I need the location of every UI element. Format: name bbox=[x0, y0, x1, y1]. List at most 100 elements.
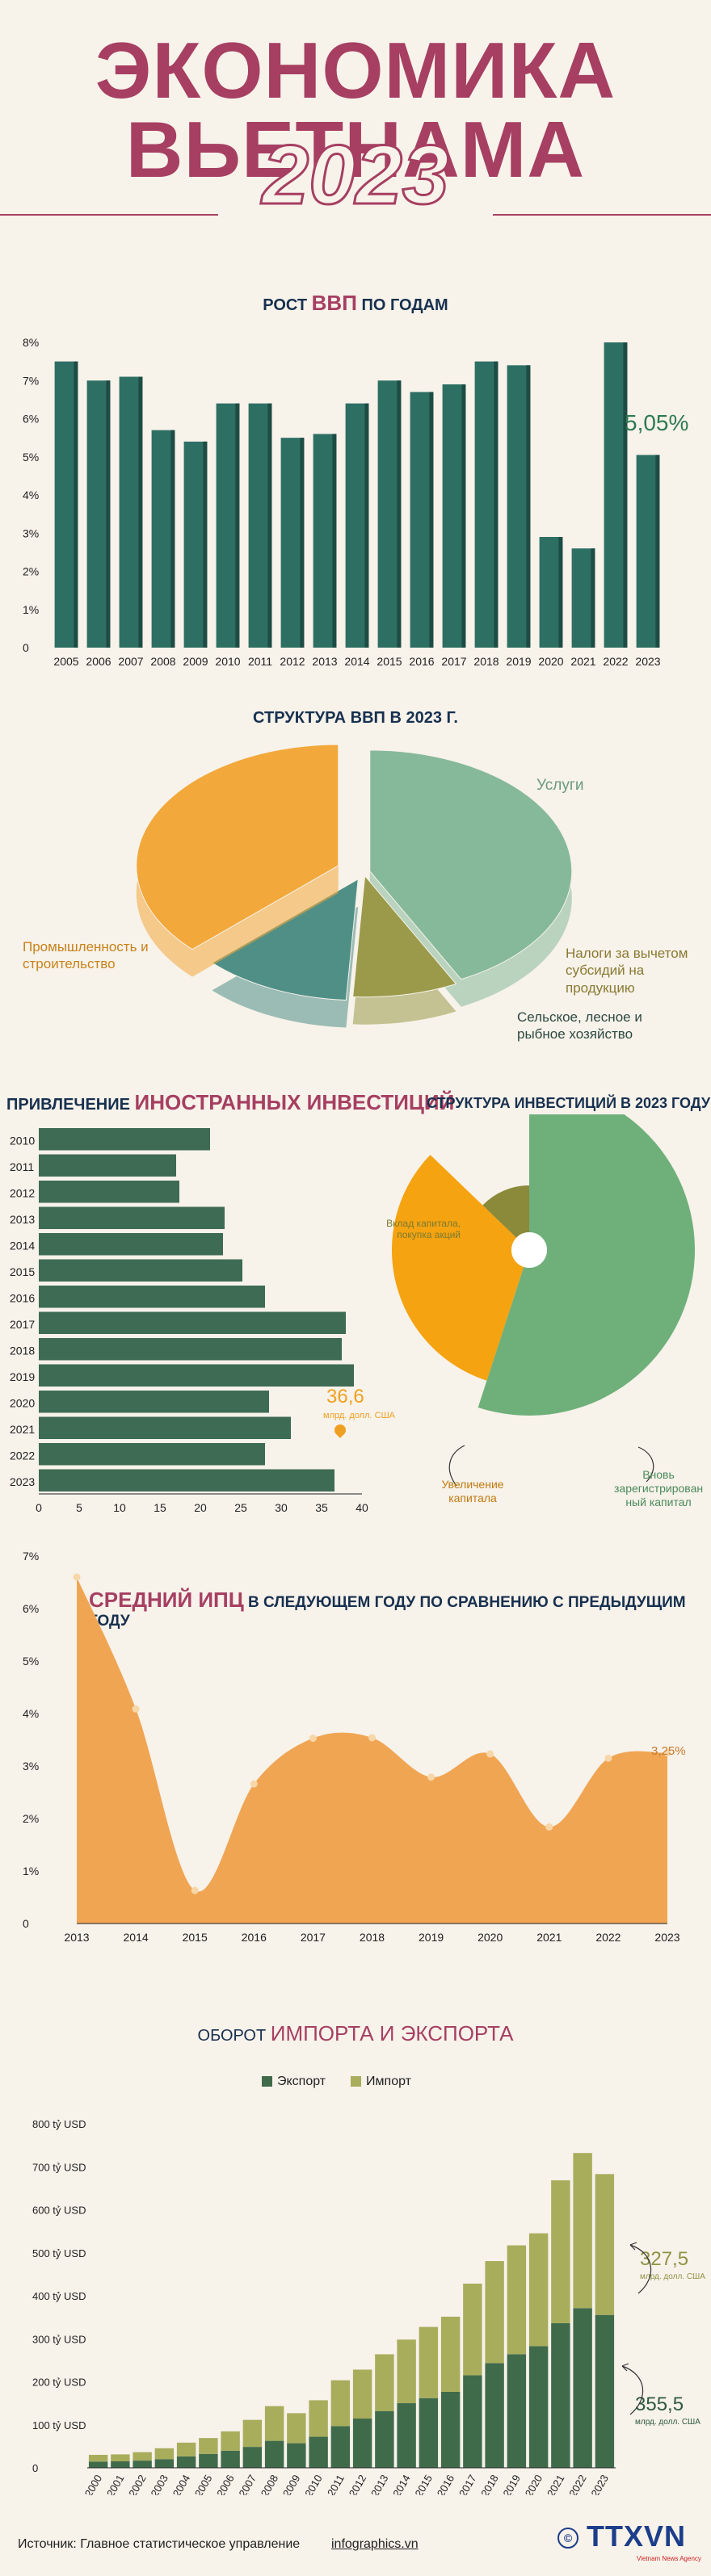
fdi-bar bbox=[39, 1338, 342, 1361]
header-divider-right bbox=[493, 214, 711, 216]
fdi-unit: млрд. долл. США bbox=[323, 1411, 395, 1420]
y-tick-label: 4% bbox=[23, 489, 39, 501]
trade-chart: 0 100 tỷ USD 200 tỷ USD 300 tỷ USD 400 tỷ US… bbox=[32, 2118, 616, 2495]
y-tick-label: 0 bbox=[23, 1917, 29, 1930]
y-tick-label: 6% bbox=[23, 1602, 39, 1615]
export-bar bbox=[221, 2450, 240, 2468]
gdp-bar-side bbox=[267, 403, 272, 648]
y-tick-label: 7% bbox=[23, 374, 39, 387]
donut-slice bbox=[478, 1114, 695, 1416]
cpi-point bbox=[132, 1705, 140, 1713]
x-tick-label: 2014 bbox=[390, 2473, 412, 2495]
import-bar bbox=[595, 2174, 615, 2315]
fdi-bar bbox=[39, 1259, 242, 1282]
y-tick-label: 2013 bbox=[10, 1213, 35, 1226]
x-tick-label: 2020 bbox=[538, 655, 563, 668]
gdp-bar-side bbox=[397, 380, 402, 648]
export-bar bbox=[485, 2363, 504, 2468]
x-tick-label: 2019 bbox=[506, 655, 531, 668]
export-bar bbox=[133, 2461, 152, 2468]
pie-slice bbox=[211, 878, 359, 1001]
y-tick-label: 2021 bbox=[10, 1423, 35, 1436]
fdi-bar bbox=[39, 1233, 223, 1256]
cpi-2023-callout: 3,25% bbox=[651, 1744, 686, 1758]
donut-slice bbox=[482, 1185, 529, 1238]
legend-import-label: Импорт bbox=[366, 2075, 411, 2088]
fdi-bar bbox=[39, 1128, 210, 1151]
export-bar bbox=[154, 2459, 175, 2468]
fdi-2023-value: 36,6 bbox=[326, 1386, 364, 1408]
fdi-title: ПРИВЛЕЧЕНИЕ ИНОСТРАННЫХ ИНВЕСТИЦИЙ bbox=[6, 1090, 455, 1114]
y-tick-label: 6% bbox=[23, 413, 39, 426]
label-capital-increase: Увеличение капитала bbox=[441, 1478, 504, 1504]
callout-arrow bbox=[637, 1446, 654, 1483]
copyright-icon: © bbox=[557, 2528, 578, 2549]
export-bar bbox=[528, 2346, 549, 2468]
export-bar bbox=[264, 2440, 284, 2468]
x-tick-label: 2023 bbox=[635, 655, 660, 668]
import-bar bbox=[573, 2153, 592, 2309]
x-tick-label: 15 bbox=[154, 1501, 166, 1514]
export-bar bbox=[309, 2436, 328, 2468]
x-tick-label: 2000 bbox=[82, 2473, 104, 2495]
pie-slice bbox=[136, 744, 339, 950]
gdp-bar-side bbox=[138, 376, 143, 648]
x-tick-label: 2021 bbox=[536, 1931, 562, 1944]
donut-hole bbox=[511, 1232, 547, 1268]
x-tick-label: 2008 bbox=[259, 2473, 280, 2495]
x-tick-label: 2005 bbox=[53, 655, 78, 668]
export-bar bbox=[573, 2308, 592, 2468]
y-tick-label: 2020 bbox=[10, 1396, 35, 1409]
import-bar bbox=[528, 2233, 549, 2347]
y-tick-label: 4% bbox=[23, 1707, 39, 1720]
x-tick-label: 2009 bbox=[280, 2473, 302, 2495]
import-bar bbox=[221, 2431, 240, 2451]
fdi-bar bbox=[39, 1469, 334, 1491]
x-tick-label: 2021 bbox=[545, 2473, 566, 2495]
y-tick-label: 2017 bbox=[10, 1318, 35, 1331]
x-tick-label: 5 bbox=[76, 1501, 82, 1514]
y-tick-label: 400 tỷ USD bbox=[32, 2290, 86, 2302]
x-tick-label: 2022 bbox=[566, 2473, 588, 2495]
import-bar bbox=[264, 2406, 284, 2441]
gdp-bar-side bbox=[364, 403, 369, 648]
cpi-point bbox=[427, 1773, 435, 1781]
y-tick-label: 2019 bbox=[10, 1370, 35, 1383]
site-link[interactable]: infographics.vn bbox=[331, 2537, 419, 2551]
cpi-area bbox=[77, 1577, 667, 1924]
import-bar bbox=[111, 2454, 130, 2462]
x-tick-label: 10 bbox=[113, 1501, 126, 1514]
export-bar bbox=[463, 2375, 482, 2468]
x-tick-label: 2020 bbox=[478, 1931, 503, 1944]
cpi-point bbox=[368, 1734, 376, 1742]
pie-slice-group bbox=[136, 744, 339, 977]
y-tick-label: 2014 bbox=[10, 1239, 35, 1252]
fdi-bar bbox=[39, 1416, 291, 1439]
x-tick-label: 2014 bbox=[124, 1931, 149, 1944]
fdi-chart: 2010201120122013201420152016201720182019… bbox=[10, 1128, 368, 1514]
pie-slice bbox=[369, 749, 573, 980]
fdi-bar bbox=[39, 1364, 354, 1387]
export-unit: млрд. долл. США bbox=[635, 2418, 700, 2427]
label-capital-contrib: Вклад капитала, покупка акций bbox=[386, 1218, 461, 1241]
import-bar bbox=[199, 2438, 218, 2454]
y-tick-label: 500 tỷ USD bbox=[32, 2247, 86, 2259]
x-tick-label: 2003 bbox=[149, 2473, 170, 2495]
fdi-bar bbox=[39, 1311, 346, 1334]
fdi-bar bbox=[39, 1391, 269, 1413]
logo-subtitle: Vietnam News Agency bbox=[637, 2555, 701, 2562]
x-tick-label: 2023 bbox=[589, 2473, 611, 2495]
x-tick-label: 2011 bbox=[325, 2473, 347, 2495]
x-tick-label: 2007 bbox=[237, 2473, 259, 2495]
gdp-bar-side bbox=[429, 392, 434, 648]
x-tick-label: 2019 bbox=[501, 2473, 523, 2495]
label-taxes: Налоги за вычетом субсидий на продукцию bbox=[566, 946, 688, 996]
y-tick-label: 3% bbox=[23, 527, 39, 539]
cpi-point bbox=[309, 1735, 317, 1743]
gdp-bar-side bbox=[300, 438, 305, 648]
x-tick-label: 2006 bbox=[214, 2473, 236, 2495]
x-tick-label: 2013 bbox=[64, 1931, 89, 1944]
import-bar bbox=[176, 2442, 196, 2456]
y-tick-label: 200 tỷ USD bbox=[32, 2377, 86, 2389]
x-tick-label: 2016 bbox=[242, 1931, 267, 1944]
